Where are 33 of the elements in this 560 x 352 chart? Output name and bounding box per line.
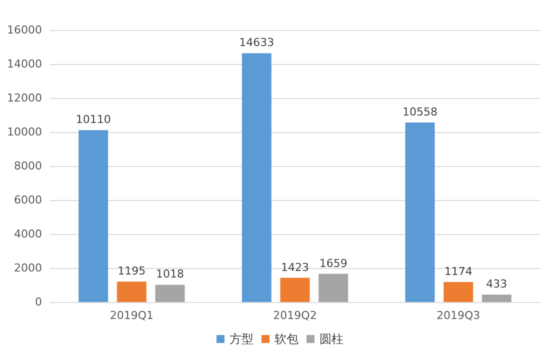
data-label: 10558 <box>402 106 438 119</box>
x-tick-label: 2019Q3 <box>436 309 480 322</box>
legend-label: 软包 <box>274 332 298 346</box>
bar <box>78 130 108 302</box>
y-tick-label: 10000 <box>7 126 42 138</box>
y-tick-label: 14000 <box>7 58 42 70</box>
bar <box>242 53 272 302</box>
data-label: 1659 <box>319 256 348 270</box>
y-tick-label: 4000 <box>14 228 42 240</box>
y-tick-label: 16000 <box>7 24 42 36</box>
data-label: 1195 <box>118 264 146 278</box>
x-tick-label: 2019Q1 <box>110 309 154 322</box>
y-tick-label: 12000 <box>7 92 42 104</box>
data-label: 1174 <box>444 265 472 278</box>
bar <box>444 282 474 302</box>
legend-label: 圆柱 <box>320 332 344 346</box>
y-tick-label: 0 <box>35 296 42 308</box>
data-label: 14633 <box>239 36 274 50</box>
legend-label: 方型 <box>230 332 254 346</box>
y-tick-label: 6000 <box>14 194 42 206</box>
y-tick-label: 2000 <box>14 262 42 274</box>
data-label: 10110 <box>76 113 111 126</box>
bar <box>155 284 185 302</box>
bar <box>116 282 146 302</box>
bar <box>280 278 310 302</box>
data-label: 1018 <box>156 268 184 281</box>
bar <box>318 274 348 302</box>
data-label: 433 <box>486 278 508 291</box>
bar <box>482 294 512 302</box>
data-label: 1423 <box>281 260 309 274</box>
y-tick-label: 8000 <box>14 160 42 172</box>
bar <box>405 122 435 302</box>
x-tick-label: 2019Q2 <box>273 309 317 322</box>
